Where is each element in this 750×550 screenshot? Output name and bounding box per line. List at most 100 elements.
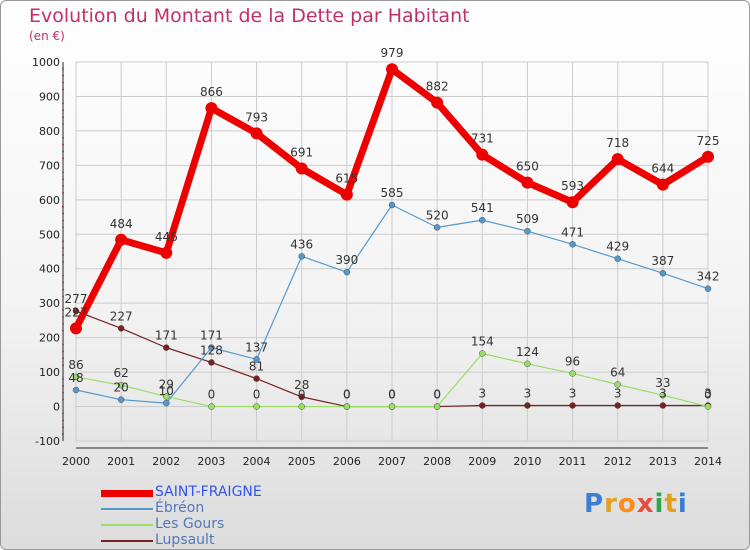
y-tick-label: 200	[39, 332, 60, 345]
logo-letter: x	[636, 489, 655, 519]
data-label: 277	[65, 292, 88, 306]
data-label: 866	[200, 85, 223, 99]
data-point	[343, 403, 351, 410]
legend-label: Lupsault	[155, 532, 215, 548]
data-point	[117, 396, 125, 403]
data-point	[702, 150, 714, 163]
x-tick-label: 2005	[288, 455, 316, 468]
data-label: 650	[516, 160, 539, 174]
data-labels: 227 484 446 866 793 691 615 979 882 731 650 593 718 6…	[65, 46, 720, 401]
data-point	[659, 391, 667, 399]
y-tick-label: 0	[53, 401, 60, 414]
x-tick-label: 2010	[513, 455, 541, 468]
data-point	[117, 325, 125, 332]
legend-swatch	[101, 508, 153, 510]
data-label: 3	[614, 387, 622, 401]
data-label: 615	[335, 172, 358, 186]
data-label: 3	[704, 387, 712, 401]
data-label: 227	[110, 309, 133, 323]
data-label: 0	[388, 388, 396, 402]
data-point	[388, 201, 396, 209]
data-point	[72, 373, 80, 381]
logo-letter: P	[584, 489, 605, 519]
data-point	[295, 162, 308, 175]
data-point	[298, 393, 305, 401]
proxiti-logo: Proxiti	[584, 489, 688, 519]
data-point	[208, 403, 215, 410]
data-label: 96	[565, 354, 580, 368]
y-tick-label: 300	[39, 297, 60, 310]
y-tick-label: 1000	[32, 56, 60, 69]
data-label: 718	[606, 136, 629, 150]
x-tick-label: 2013	[649, 455, 677, 468]
x-tick-label: 2012	[604, 455, 632, 468]
data-label: 793	[245, 110, 268, 124]
logo-letter: r	[604, 489, 618, 519]
data-label: 10	[159, 384, 174, 398]
chart-title: Evolution du Montant de la Dette par Hab…	[29, 5, 470, 27]
data-label: 691	[290, 145, 313, 159]
y-tick-label: -100	[35, 435, 60, 448]
x-tick-label: 2011	[559, 455, 587, 468]
y-tick-label: 800	[39, 125, 60, 138]
data-point	[163, 344, 170, 351]
data-point	[250, 127, 263, 140]
x-tick-label: 2008	[423, 455, 451, 468]
data-label: 541	[471, 201, 494, 215]
data-label: 0	[343, 388, 351, 402]
data-label: 731	[471, 132, 494, 146]
data-label: 86	[68, 358, 83, 372]
data-label: 520	[426, 208, 449, 222]
data-point	[659, 270, 667, 277]
data-label: 0	[388, 388, 396, 402]
data-label: 227	[65, 305, 88, 319]
data-label: 0	[208, 388, 216, 402]
data-label: 390	[335, 253, 358, 267]
data-point	[479, 350, 486, 357]
x-tick-label: 2006	[333, 455, 361, 468]
data-point	[704, 285, 712, 292]
data-point	[614, 255, 621, 262]
data-point	[566, 196, 579, 209]
data-label: 81	[249, 360, 264, 374]
y-tick-label: 600	[39, 194, 60, 207]
data-label: 0	[433, 388, 441, 402]
legend-label: Ébréon	[155, 500, 205, 516]
data-point	[72, 307, 80, 315]
data-point	[208, 344, 215, 351]
legend-swatch	[101, 489, 153, 497]
data-point	[479, 402, 486, 409]
data-point	[253, 375, 260, 382]
data-point	[524, 402, 531, 409]
data-point	[614, 381, 621, 388]
data-point	[611, 153, 624, 166]
data-label: 62	[114, 366, 129, 380]
data-point	[388, 403, 396, 410]
data-label: 585	[381, 186, 404, 200]
y-tick-label: 400	[39, 263, 60, 276]
data-point	[70, 322, 82, 335]
logo-letter: i	[677, 489, 688, 519]
data-point	[569, 402, 576, 409]
data-point	[163, 399, 170, 407]
data-label: 0	[433, 388, 441, 402]
data-label: 29	[159, 378, 174, 392]
y-tick-label: 500	[39, 228, 60, 241]
series-layer	[70, 63, 714, 410]
data-label: 342	[697, 270, 720, 284]
data-label: 484	[110, 217, 133, 231]
data-point	[253, 403, 260, 410]
data-point	[569, 241, 576, 248]
data-point	[298, 253, 305, 260]
data-label: 48	[68, 371, 83, 385]
data-point	[614, 402, 621, 409]
data-label: 446	[155, 230, 178, 244]
data-point	[479, 216, 486, 224]
grid	[75, 61, 709, 442]
axes: -100010020030040050060070080090010002000…	[32, 56, 722, 468]
data-point	[659, 402, 667, 409]
data-label: 593	[561, 179, 584, 193]
data-label: 33	[655, 376, 670, 390]
data-point	[72, 386, 80, 394]
